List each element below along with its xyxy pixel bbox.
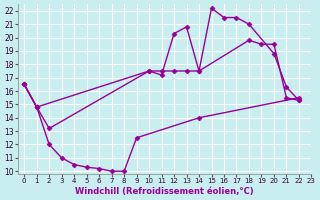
X-axis label: Windchill (Refroidissement éolien,°C): Windchill (Refroidissement éolien,°C) xyxy=(76,187,254,196)
